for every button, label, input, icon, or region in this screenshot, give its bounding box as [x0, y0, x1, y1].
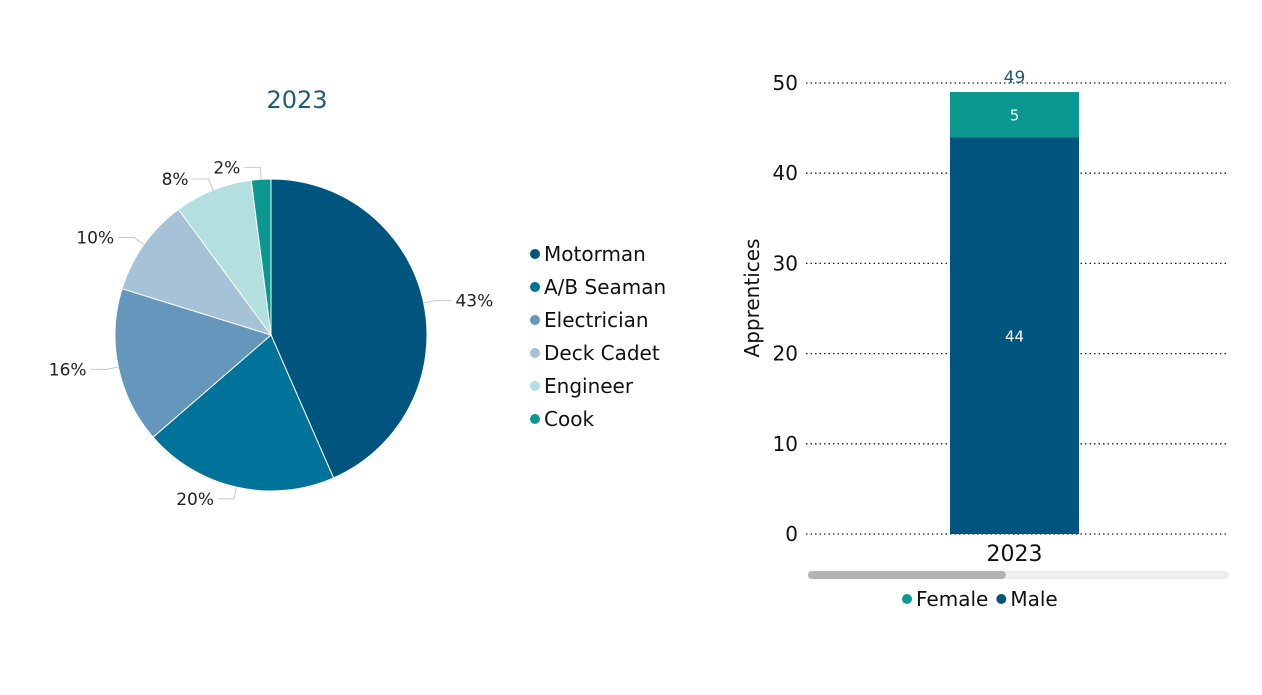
y-tick-label: 0 — [785, 522, 798, 546]
bar-gridlines — [806, 82, 1228, 535]
pie-value-labels: 43% 20% 16% 10% 8% 2% — [49, 158, 493, 510]
pie-slice-motorman[interactable] — [270, 178, 428, 479]
pie-leader-line — [217, 487, 238, 500]
legend-marker — [530, 414, 540, 424]
bar-value-label-male: 44 — [1005, 328, 1024, 346]
bar-segment-female[interactable] — [950, 92, 1079, 138]
x-category-label: 2023 — [987, 542, 1043, 567]
chart-scrollbar[interactable] — [808, 571, 1229, 579]
bar-stack[interactable]: 44 5 49 — [950, 68, 1079, 534]
y-tick-label: 40 — [773, 161, 798, 185]
legend-item-motorman[interactable]: Motorman — [530, 242, 646, 266]
legend-item-deck-cadet[interactable]: Deck Cadet — [530, 341, 660, 365]
legend-label: A/B Seaman — [544, 275, 666, 299]
pie-leader-line — [192, 178, 214, 191]
legend-item-engineer[interactable]: Engineer — [530, 374, 634, 398]
bar-value-label-female: 5 — [1010, 107, 1020, 125]
x-axis-categories: 2023 — [987, 542, 1043, 567]
pie-leader-line — [423, 300, 452, 304]
legend-marker — [530, 348, 540, 358]
legend-item-electrician[interactable]: Electrician — [530, 308, 649, 332]
pie-leader-line — [118, 237, 145, 245]
legend-label: Female — [916, 587, 988, 611]
legend-marker — [530, 315, 540, 325]
y-tick-label: 20 — [773, 342, 798, 366]
y-axis-ticks: 0 10 20 30 40 50 — [773, 71, 798, 546]
y-tick-label: 10 — [773, 432, 798, 456]
pie-label-electrician: 16% — [49, 360, 87, 380]
legend-label: Motorman — [544, 242, 646, 266]
pie-slices — [114, 178, 428, 492]
pie-label-a-b-seaman: 20% — [176, 490, 214, 510]
legend-item-cook[interactable]: Cook — [530, 407, 594, 431]
legend-marker — [530, 381, 540, 391]
bar-legend[interactable]: Female Male — [902, 587, 1058, 611]
bar-chart-panel: 0 10 20 30 40 50 Apprentices 44 5 49 2023 Femal… — [740, 68, 1229, 611]
legend-label: Engineer — [544, 374, 634, 398]
legend-label: Electrician — [544, 308, 649, 332]
pie-slice-a-b-seaman[interactable] — [152, 334, 335, 492]
scrollbar-thumb[interactable] — [808, 571, 1006, 579]
y-axis-title: Apprentices — [740, 239, 764, 358]
legend-label: Male — [1010, 587, 1057, 611]
bar-legend-item-female[interactable]: Female — [902, 587, 988, 611]
pie-label-cook: 2% — [213, 158, 240, 178]
legend-marker — [530, 249, 540, 259]
legend-marker — [996, 594, 1007, 604]
legend-label: Deck Cadet — [544, 341, 660, 365]
y-tick-label: 30 — [773, 251, 798, 275]
y-tick-label: 50 — [773, 71, 798, 95]
pie-label-motorman: 43% — [455, 292, 493, 312]
legend-marker — [530, 282, 540, 292]
legend-label: Cook — [544, 407, 594, 431]
pie-label-deck-cadet: 10% — [76, 229, 114, 249]
legend-marker — [902, 594, 912, 604]
pie-leader-line — [90, 366, 119, 370]
pie-chart-panel: 2023 43% 20% 16% 10% 8% 2% Motorman A/B Seaman… — [49, 86, 666, 510]
bar-total-label: 49 — [1004, 68, 1026, 88]
bar-segment-male[interactable] — [950, 137, 1079, 534]
bar-legend-item-male[interactable]: Male — [996, 587, 1058, 611]
pie-slice-cook[interactable] — [250, 178, 272, 336]
pie-legend: Motorman A/B Seaman Electrician Deck Cadet E… — [530, 242, 666, 431]
pie-label-engineer: 8% — [162, 170, 189, 190]
pie-chart-title: 2023 — [266, 86, 327, 114]
pie-leader-line — [244, 166, 262, 180]
legend-item-a-b-seaman[interactable]: A/B Seaman — [530, 275, 666, 299]
